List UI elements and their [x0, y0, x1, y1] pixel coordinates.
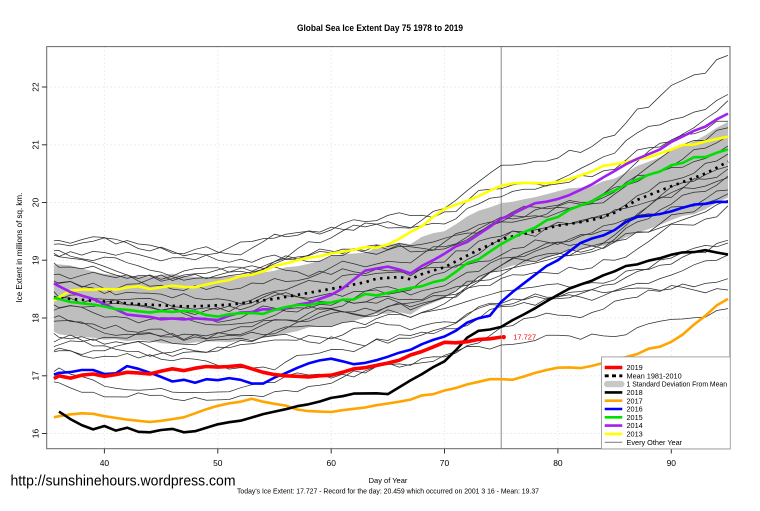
svg-text:16: 16: [31, 429, 41, 439]
svg-text:70: 70: [440, 458, 450, 468]
svg-text:Mean 1981-2010: Mean 1981-2010: [627, 371, 682, 380]
svg-text:80: 80: [553, 458, 563, 468]
svg-text:Every Other Year: Every Other Year: [627, 438, 683, 447]
svg-text:18: 18: [31, 313, 41, 323]
svg-text:2018: 2018: [627, 388, 643, 397]
svg-text:Global Sea Ice Extent Day 75 1: Global Sea Ice Extent Day 75 1978 to 201…: [297, 23, 463, 34]
svg-text:60: 60: [327, 458, 337, 468]
svg-text:2014: 2014: [627, 421, 643, 430]
svg-text:2017: 2017: [627, 396, 643, 405]
svg-text:22: 22: [31, 82, 41, 92]
svg-text:17.727: 17.727: [513, 333, 536, 342]
svg-text:Day of Year: Day of Year: [369, 476, 408, 485]
svg-text:40: 40: [100, 458, 110, 468]
svg-text:1 Standard Deviation From Mean: 1 Standard Deviation From Mean: [627, 380, 728, 389]
svg-text:2016: 2016: [627, 405, 643, 414]
svg-text:2015: 2015: [627, 413, 643, 422]
svg-text:Today's Ice Extent: 17.727 -: Today's Ice Extent: 17.727 - Record for …: [237, 489, 539, 496]
svg-text:19: 19: [31, 255, 41, 265]
svg-text:21: 21: [31, 140, 41, 150]
svg-text:2013: 2013: [627, 430, 643, 439]
svg-text:17: 17: [31, 371, 41, 381]
svg-text:50: 50: [213, 458, 223, 468]
svg-text:http://sunshinehours.wordpress: http://sunshinehours.wordpress.com: [11, 473, 236, 490]
svg-text:Ice Extent in millions of sq.: Ice Extent in millions of sq. km.: [15, 193, 24, 303]
svg-text:20: 20: [31, 198, 41, 208]
svg-text:2019: 2019: [627, 363, 643, 372]
svg-text:90: 90: [667, 458, 677, 468]
